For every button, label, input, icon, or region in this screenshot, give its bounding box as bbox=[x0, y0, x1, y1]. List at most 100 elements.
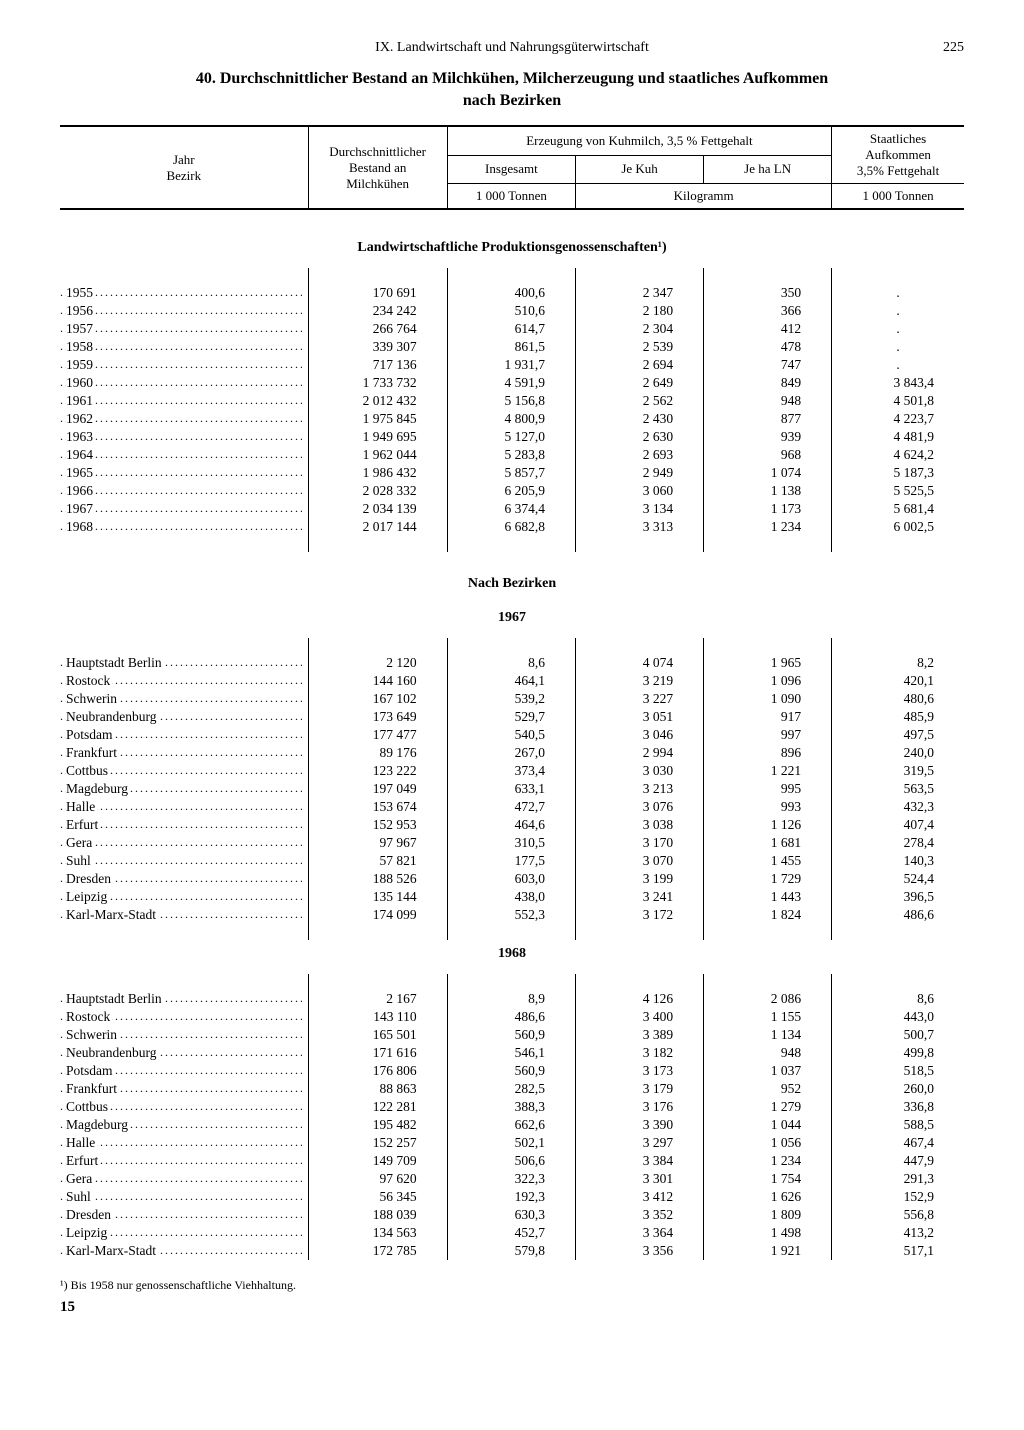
table-cell: 747 bbox=[704, 356, 832, 374]
table-cell: 3 390 bbox=[576, 1116, 704, 1134]
table-cell: 3 384 bbox=[576, 1152, 704, 1170]
table-cell: 167 102 bbox=[308, 690, 447, 708]
table-row: Karl-Marx-Stadt 174 099552,33 1721 82448… bbox=[60, 906, 964, 924]
col-je-ha: Je ha LN bbox=[704, 155, 832, 183]
table-cell: 1 498 bbox=[704, 1224, 832, 1242]
table-row: 1957 266 764614,72 304412. bbox=[60, 320, 964, 338]
table-cell: . bbox=[832, 302, 964, 320]
table-cell: 6 205,9 bbox=[447, 482, 575, 500]
table-cell: 366 bbox=[704, 302, 832, 320]
table-cell: 2 430 bbox=[576, 410, 704, 428]
table-cell: 3 356 bbox=[576, 1242, 704, 1260]
table-cell: Halle bbox=[60, 1134, 308, 1152]
table-cell: 497,5 bbox=[832, 726, 964, 744]
table-cell: 1 126 bbox=[704, 816, 832, 834]
table-cell: 849 bbox=[704, 374, 832, 392]
table-cell: 3 182 bbox=[576, 1044, 704, 1062]
table-cell: 1966 bbox=[60, 482, 308, 500]
table-cell: 177,5 bbox=[447, 852, 575, 870]
table-row: 1966 2 028 3326 205,93 0601 1385 525,5 bbox=[60, 482, 964, 500]
table-cell: 6 002,5 bbox=[832, 518, 964, 536]
table-cell: 1965 bbox=[60, 464, 308, 482]
table-cell: 310,5 bbox=[447, 834, 575, 852]
table-cell: 260,0 bbox=[832, 1080, 964, 1098]
table-cell: 5 283,8 bbox=[447, 446, 575, 464]
table-cell: 939 bbox=[704, 428, 832, 446]
table-cell: 467,4 bbox=[832, 1134, 964, 1152]
table-cell: 388,3 bbox=[447, 1098, 575, 1116]
table-cell: 3 199 bbox=[576, 870, 704, 888]
table-cell: 412 bbox=[704, 320, 832, 338]
table-cell: 2 949 bbox=[576, 464, 704, 482]
table-row: Potsdam 176 806560,93 1731 037518,5 bbox=[60, 1062, 964, 1080]
table-row: 1964 1 962 0445 283,82 6939684 624,2 bbox=[60, 446, 964, 464]
table-cell: 518,5 bbox=[832, 1062, 964, 1080]
table-cell: 400,6 bbox=[447, 284, 575, 302]
table-cell: Cottbus bbox=[60, 762, 308, 780]
table-row: Leipzig 134 563452,73 3641 498413,2 bbox=[60, 1224, 964, 1242]
table-cell: 97 620 bbox=[308, 1170, 447, 1188]
section-heading: Nach Bezirken bbox=[60, 552, 964, 604]
table-cell: 1 962 044 bbox=[308, 446, 447, 464]
table-cell: 407,4 bbox=[832, 816, 964, 834]
table-cell: 5 127,0 bbox=[447, 428, 575, 446]
table-cell: 1957 bbox=[60, 320, 308, 338]
table-cell: 56 345 bbox=[308, 1188, 447, 1206]
table-cell: 3 051 bbox=[576, 708, 704, 726]
table-cell: 3 173 bbox=[576, 1062, 704, 1080]
table-cell: 135 144 bbox=[308, 888, 447, 906]
table-cell: 4 501,8 bbox=[832, 392, 964, 410]
data-table: Jahr Bezirk Durchschnittlicher Bestand a… bbox=[60, 125, 964, 1260]
table-row: 1967 2 034 1396 374,43 1341 1735 681,4 bbox=[60, 500, 964, 518]
table-row: Dresden 188 526603,03 1991 729524,4 bbox=[60, 870, 964, 888]
year-heading: 1968 bbox=[60, 940, 964, 974]
table-cell: 1 626 bbox=[704, 1188, 832, 1206]
table-cell: 339 307 bbox=[308, 338, 447, 356]
table-cell: 88 863 bbox=[308, 1080, 447, 1098]
table-cell: 6 374,4 bbox=[447, 500, 575, 518]
table-cell: 152,9 bbox=[832, 1188, 964, 1206]
table-cell: 993 bbox=[704, 798, 832, 816]
table-cell: Hauptstadt Berlin bbox=[60, 654, 308, 672]
table-cell: 5 525,5 bbox=[832, 482, 964, 500]
table-cell: 1 037 bbox=[704, 1062, 832, 1080]
table-cell: 5 681,4 bbox=[832, 500, 964, 518]
table-cell: 4 223,7 bbox=[832, 410, 964, 428]
table-cell: 4 591,9 bbox=[447, 374, 575, 392]
table-cell: 152 257 bbox=[308, 1134, 447, 1152]
table-cell: 4 126 bbox=[576, 990, 704, 1008]
table-row: Leipzig 135 144438,03 2411 443396,5 bbox=[60, 888, 964, 906]
table-cell: 662,6 bbox=[447, 1116, 575, 1134]
table-cell: 4 800,9 bbox=[447, 410, 575, 428]
table-cell: 3 038 bbox=[576, 816, 704, 834]
table-cell: 877 bbox=[704, 410, 832, 428]
table-cell: 1956 bbox=[60, 302, 308, 320]
table-cell: 2 167 bbox=[308, 990, 447, 1008]
table-cell: Halle bbox=[60, 798, 308, 816]
table-cell: . bbox=[832, 356, 964, 374]
table-cell: 197 049 bbox=[308, 780, 447, 798]
table-cell: 2 693 bbox=[576, 446, 704, 464]
table-cell: 3 389 bbox=[576, 1026, 704, 1044]
table-cell: 1 074 bbox=[704, 464, 832, 482]
unit-1000t-d: 1 000 Tonnen bbox=[832, 184, 964, 210]
table-cell: 188 526 bbox=[308, 870, 447, 888]
table-cell: 2 120 bbox=[308, 654, 447, 672]
table-title: 40. Durchschnittlicher Bestand an Milchk… bbox=[60, 68, 964, 111]
table-cell: 443,0 bbox=[832, 1008, 964, 1026]
table-cell: Neubrandenburg bbox=[60, 708, 308, 726]
table-cell: 3 297 bbox=[576, 1134, 704, 1152]
table-row: Karl-Marx-Stadt 172 785579,83 3561 92151… bbox=[60, 1242, 964, 1260]
table-cell: 149 709 bbox=[308, 1152, 447, 1170]
table-cell: 1 949 695 bbox=[308, 428, 447, 446]
table-cell: 997 bbox=[704, 726, 832, 744]
table-cell: 278,4 bbox=[832, 834, 964, 852]
table-cell: 2 347 bbox=[576, 284, 704, 302]
col-year-bezirk: Jahr Bezirk bbox=[60, 126, 308, 209]
table-cell: Gera bbox=[60, 1170, 308, 1188]
table-row: Halle 152 257502,13 2971 056467,4 bbox=[60, 1134, 964, 1152]
table-cell: 373,4 bbox=[447, 762, 575, 780]
col-group-erzeugung: Erzeugung von Kuhmilch, 3,5 % Fettgehalt bbox=[447, 126, 832, 155]
table-cell: 1 056 bbox=[704, 1134, 832, 1152]
table-cell: 2 694 bbox=[576, 356, 704, 374]
